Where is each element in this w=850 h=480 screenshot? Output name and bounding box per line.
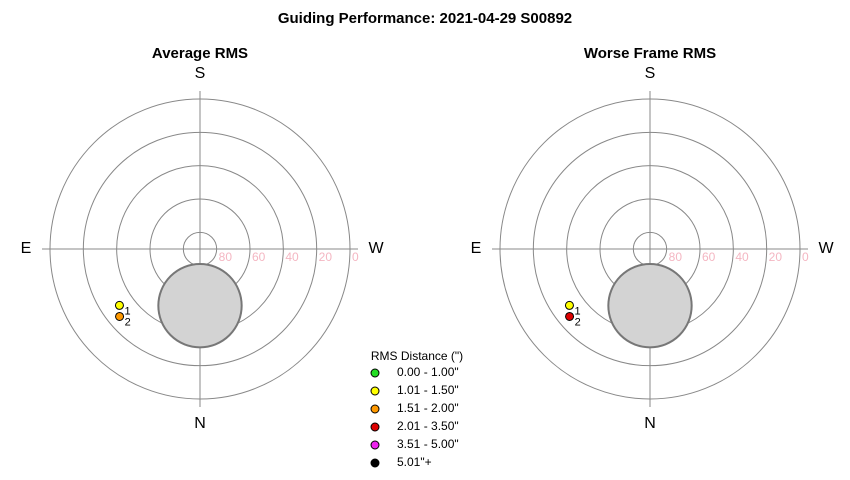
direction-label: S — [195, 65, 206, 82]
r-tick-label: 80 — [669, 250, 683, 264]
direction-label: E — [21, 240, 32, 257]
point — [115, 311, 125, 321]
point — [114, 300, 124, 310]
legend-label: 5.01"+ — [397, 455, 432, 469]
r-tick-label: 60 — [702, 250, 716, 264]
point-label: 1 — [124, 305, 130, 317]
legend-swatch — [370, 386, 380, 396]
legend-swatch — [370, 368, 380, 378]
point — [565, 311, 575, 321]
page-title: Guiding Performance: 2021-04-29 S00892 — [278, 10, 572, 27]
legend-label: 1.51 - 2.00" — [397, 401, 459, 415]
direction-label: N — [644, 415, 656, 432]
r-tick-label: 40 — [735, 250, 749, 264]
point-label: 2 — [575, 316, 581, 328]
point — [564, 300, 574, 310]
legend-swatch — [370, 422, 380, 432]
r-tick-label: 20 — [769, 250, 783, 264]
legend-title: RMS Distance (") — [371, 349, 463, 363]
point-label: 2 — [125, 316, 131, 328]
direction-label: E — [471, 240, 482, 257]
subplot-title: Average RMS — [152, 45, 248, 62]
shaded-disc — [607, 263, 693, 349]
direction-label: W — [818, 240, 834, 257]
legend-swatch — [370, 404, 380, 414]
shaded-disc — [157, 263, 243, 349]
r-tick-label: 60 — [252, 250, 266, 264]
legend-swatch — [370, 440, 380, 450]
legend-label: 1.01 - 1.50" — [397, 383, 459, 397]
legend-swatch — [370, 458, 380, 468]
r-tick-label: 20 — [319, 250, 333, 264]
r-tick-label: 0 — [352, 250, 359, 264]
legend-label: 3.51 - 5.00" — [397, 437, 459, 451]
legend-label: 0.00 - 1.00" — [397, 365, 459, 379]
direction-label: S — [645, 65, 656, 82]
direction-label: W — [368, 240, 384, 257]
r-tick-label: 0 — [802, 250, 809, 264]
direction-label: N — [194, 415, 206, 432]
r-tick-label: 40 — [285, 250, 299, 264]
point-label: 1 — [574, 305, 580, 317]
r-tick-label: 80 — [219, 250, 233, 264]
subplot-title: Worse Frame RMS — [584, 45, 716, 62]
legend-label: 2.01 - 3.50" — [397, 419, 459, 433]
